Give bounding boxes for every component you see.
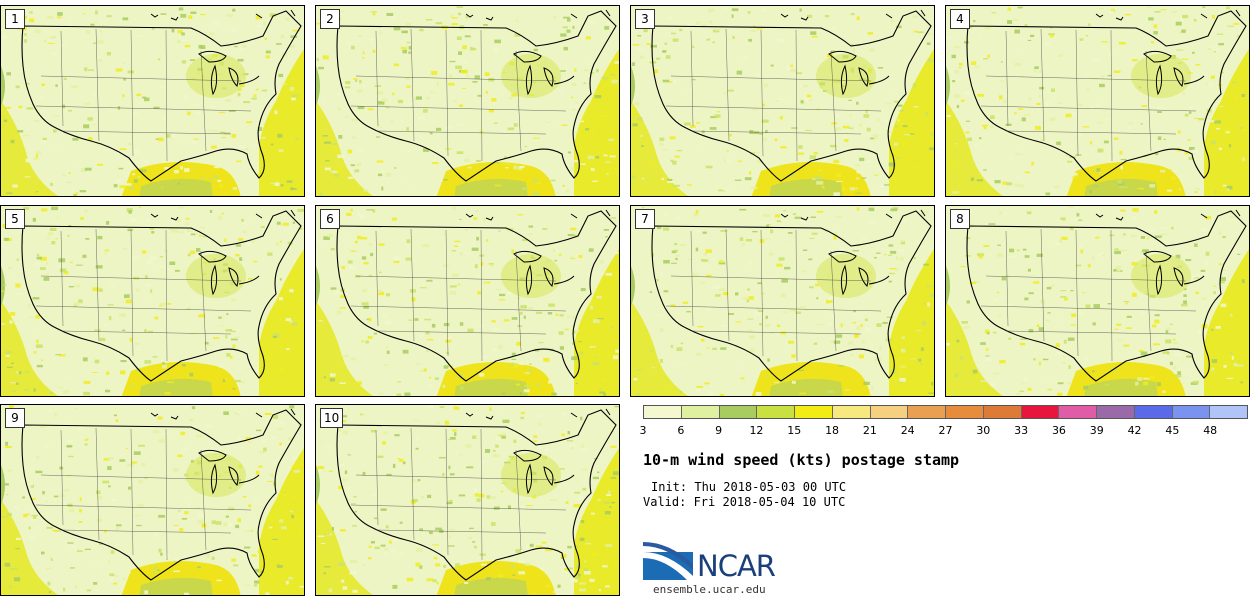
member-number: 9 <box>5 408 25 428</box>
member-number: 10 <box>320 408 344 428</box>
colorbar-tick-label: 15 <box>787 424 802 437</box>
colorbar-tick-label: 45 <box>1165 424 1180 437</box>
member-number: 2 <box>320 9 340 29</box>
colorbar-ticks: 3 6 9 12 15 18 21 24 27 30 33 36 39 42 45 48 <box>639 424 1248 438</box>
colorbar-tick-label: 27 <box>938 424 953 437</box>
colorbar-segment <box>946 406 984 418</box>
member-number: 8 <box>950 209 970 229</box>
colorbar-tick-label: 42 <box>1127 424 1142 437</box>
colorbar-segment <box>983 406 1022 418</box>
colorbar-segment <box>1172 406 1211 418</box>
ensemble-member-panel: 2 <box>315 5 620 197</box>
wind-speed-map <box>946 206 1249 396</box>
colorbar-tick-label: 12 <box>749 424 764 437</box>
init-time: Init: Thu 2018-05-03 00 UTC <box>651 480 847 494</box>
wind-speed-map <box>631 206 934 396</box>
colorbar-tick-label: 3 <box>639 424 647 437</box>
member-number: 6 <box>320 209 340 229</box>
colorbar-segment <box>1097 406 1135 418</box>
colorbar-segment <box>719 406 758 418</box>
wind-speed-map <box>1 206 304 396</box>
colorbar-segment <box>1134 406 1173 418</box>
ensemble-member-panel: 10 <box>315 404 620 596</box>
ensemble-member-panel: 6 <box>315 205 620 397</box>
ncar-logo-text: NCAR <box>697 549 776 583</box>
colorbar-tick-label: 24 <box>900 424 915 437</box>
colorbar-tick-label: 6 <box>677 424 685 437</box>
wind-speed-map <box>316 6 619 196</box>
ensemble-member-panel: 1 <box>0 5 305 197</box>
colorbar-tick-label: 9 <box>715 424 723 437</box>
ensemble-member-panel: 9 <box>0 404 305 596</box>
valid-time: Valid: Fri 2018-05-04 10 UTC <box>643 495 846 509</box>
colorbar-tick-label: 21 <box>862 424 877 437</box>
wind-speed-map <box>946 6 1249 196</box>
colorbar-segment <box>795 406 833 418</box>
colorbar-tick-label: 48 <box>1203 424 1218 437</box>
colorbar-segment <box>757 406 795 418</box>
wind-speed-map <box>1 6 304 196</box>
wind-speed-map <box>1 405 304 595</box>
colorbar-tick-label: 39 <box>1089 424 1104 437</box>
colorbar-tick-label: 18 <box>825 424 840 437</box>
ensemble-member-panel: 4 <box>945 5 1250 197</box>
colorbar <box>643 405 1248 419</box>
figure-title: 10-m wind speed (kts) postage stamp <box>643 451 960 469</box>
member-number: 4 <box>950 9 970 29</box>
colorbar-segment <box>908 406 946 418</box>
member-number: 5 <box>5 209 25 229</box>
colorbar-segment <box>870 406 909 418</box>
wind-speed-map <box>631 6 934 196</box>
ensemble-member-panel: 3 <box>630 5 935 197</box>
colorbar-segment <box>644 406 682 418</box>
wind-speed-map <box>316 206 619 396</box>
member-number: 1 <box>5 9 25 29</box>
ncar-logo-icon <box>643 542 693 580</box>
member-number: 3 <box>635 9 655 29</box>
ensemble-member-panel: 7 <box>630 205 935 397</box>
colorbar-segment <box>1059 406 1097 418</box>
colorbar-tick-label: 33 <box>1014 424 1029 437</box>
site-url: ensemble.ucar.edu <box>653 583 766 596</box>
colorbar-tick-label: 36 <box>1051 424 1066 437</box>
colorbar-segment <box>1210 406 1247 418</box>
colorbar-segment <box>1021 406 1060 418</box>
member-number: 7 <box>635 209 655 229</box>
ensemble-member-panel: 5 <box>0 205 305 397</box>
colorbar-segment <box>832 406 871 418</box>
colorbar-tick-label: 30 <box>976 424 991 437</box>
wind-speed-map <box>316 405 619 595</box>
ensemble-member-panel: 8 <box>945 205 1250 397</box>
colorbar-segment <box>681 406 720 418</box>
